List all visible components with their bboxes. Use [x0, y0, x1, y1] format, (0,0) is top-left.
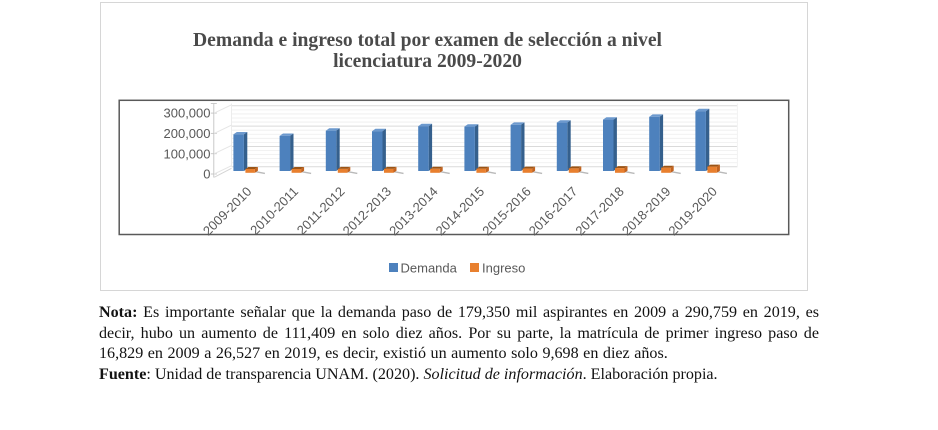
svg-text:300,000: 300,000 — [164, 106, 211, 121]
svg-text:Ingreso: Ingreso — [482, 260, 525, 275]
svg-text:100,000: 100,000 — [164, 146, 211, 161]
svg-text:200,000: 200,000 — [164, 126, 211, 141]
svg-text:Demanda: Demanda — [401, 260, 458, 275]
svg-text:0: 0 — [203, 167, 210, 182]
